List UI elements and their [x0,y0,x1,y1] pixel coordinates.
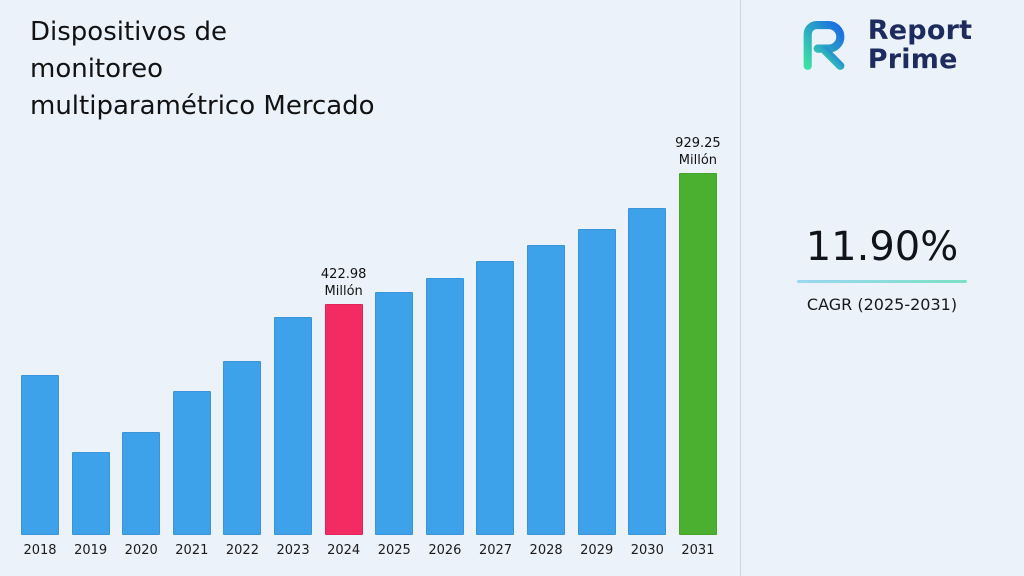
bar-chart: 2018 2019 2020 2021 2022 2023 422.98 Millón 202… [18,131,721,558]
bar-stack-2022 [220,131,264,535]
x-tick-2020: 2020 [124,542,158,558]
bar-2023 [274,316,313,535]
bar-stack-2026 [423,131,467,535]
x-tick-2024: 2024 [327,542,361,558]
bar-column-2028: 2028 [524,131,568,558]
cagr-label: CAGR (2025-2031) [806,295,958,315]
x-tick-2028: 2028 [529,542,563,558]
x-tick-2029: 2029 [580,542,614,558]
bar-2019 [71,451,110,535]
x-tick-2025: 2025 [377,542,411,558]
x-tick-2031: 2031 [681,542,715,558]
bar-stack-2029 [575,131,619,535]
bar-2031 [678,172,717,535]
bar-2025 [375,291,414,535]
x-tick-2018: 2018 [23,542,57,558]
bar-2028 [527,244,566,535]
bar-column-2025: 2025 [372,131,416,558]
bar-stack-2031: 929.25 Millón [675,131,721,535]
x-tick-2019: 2019 [74,542,108,558]
x-tick-2022: 2022 [225,542,259,558]
bar-column-2018: 2018 [18,131,62,558]
bar-stack-2021 [170,131,214,535]
x-tick-2023: 2023 [276,542,310,558]
bar-stack-2023 [271,131,315,535]
x-tick-2030: 2030 [630,542,664,558]
data-label-2031: 929.25 Millón [675,135,721,168]
chart-area: Dispositivos de monitoreo multiparamétri… [18,17,721,558]
cagr-value: 11.90% [805,224,959,271]
bar-stack-2018 [18,131,62,535]
logo-wordmark: Report Prime [868,16,972,74]
bar-2021 [172,390,211,535]
vertical-divider [740,0,741,576]
x-tick-2021: 2021 [175,542,209,558]
bar-stack-2020 [119,131,163,535]
cagr-underline [797,280,967,284]
report-prime-logo-icon [803,21,845,71]
logo-word-prime: Prime [867,44,958,76]
bar-column-2022: 2022 [220,131,264,558]
bar-2018 [21,374,59,535]
bar-stack-2027 [473,131,517,535]
bar-2022 [223,360,262,535]
x-tick-2027: 2027 [478,542,513,558]
bar-column-2026: 2026 [423,131,467,558]
bar-column-2031: 929.25 Millón 2031 [675,131,721,558]
bar-column-2024: 422.98 Millón 2024 [320,131,367,558]
bar-2020 [122,431,161,535]
bar-2030 [628,207,667,535]
logo-word-report: Report [867,15,973,46]
bar-column-2030: 2030 [625,131,669,558]
cagr-block: 11.90% CAGR (2025-2031) [797,224,967,314]
bar-stack-2025 [372,131,416,535]
bar-2024 [324,303,363,535]
chart-title: Dispositivos de monitoreo multiparamétri… [30,17,375,121]
bar-column-2020: 2020 [119,131,163,558]
bar-stack-2024: 422.98 Millón [320,131,367,535]
bar-stack-2030 [625,131,669,535]
bar-2029 [577,228,616,535]
side-panel: Report Prime 11.90% CAGR (2025-2031) [740,0,1024,576]
bar-2027 [476,260,515,535]
report-prime-logo: Report Prime [792,16,972,74]
bar-column-2019: 2019 [69,131,113,558]
data-label-2024: 422.98 Millón [320,266,367,299]
bar-stack-2019 [69,131,113,535]
bar-column-2021: 2021 [170,131,214,558]
x-tick-2026: 2026 [428,542,462,558]
bar-stack-2028 [524,131,568,535]
bar-column-2023: 2023 [271,131,315,558]
bar-2026 [425,277,464,535]
bar-column-2027: 2027 [473,131,517,558]
bar-column-2029: 2029 [575,131,619,558]
